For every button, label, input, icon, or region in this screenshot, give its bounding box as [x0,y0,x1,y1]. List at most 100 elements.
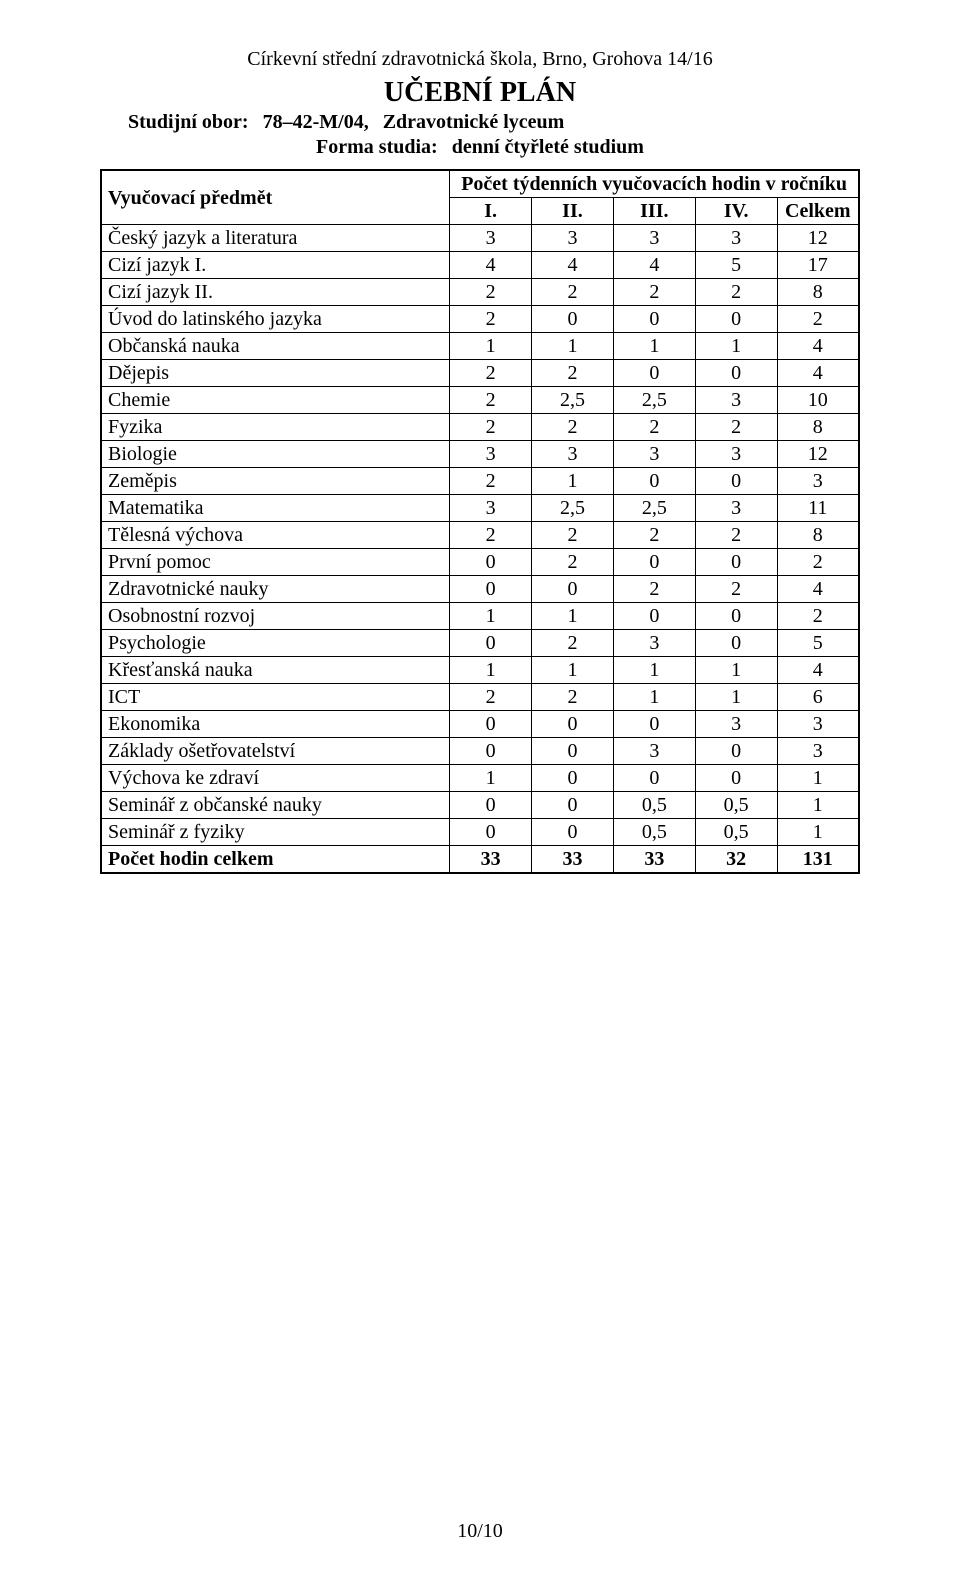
value-cell: 0 [695,630,777,657]
table-row: Seminář z fyziky000,50,51 [101,819,859,846]
total-cell: 131 [777,846,859,874]
table-row: Základy ošetřovatelství00303 [101,738,859,765]
value-cell: 2 [532,414,614,441]
value-cell: 6 [777,684,859,711]
value-cell: 2,5 [613,387,695,414]
value-cell: 1 [777,765,859,792]
value-cell: 3 [532,441,614,468]
table-row: Výchova ke zdraví10001 [101,765,859,792]
value-cell: 11 [777,495,859,522]
value-cell: 0 [613,306,695,333]
value-cell: 8 [777,414,859,441]
column-header-I: I. [450,198,532,225]
value-cell: 2,5 [613,495,695,522]
subject-cell: Zeměpis [101,468,450,495]
table-row: Cizí jazyk II.22228 [101,279,859,306]
value-cell: 0,5 [613,792,695,819]
table-row: Osobnostní rozvoj11002 [101,603,859,630]
value-cell: 0 [695,306,777,333]
value-cell: 4 [613,252,695,279]
spacer [438,136,452,159]
value-cell: 0 [450,819,532,846]
value-cell: 0 [532,711,614,738]
column-header-count: Počet týdenních vyučovacích hodin v ročn… [450,170,859,198]
study-field-code: 78–42-M/04, [263,111,369,134]
value-cell: 0 [695,603,777,630]
value-cell: 3 [450,495,532,522]
value-cell: 3 [695,225,777,252]
value-cell: 3 [450,441,532,468]
value-cell: 1 [532,468,614,495]
value-cell: 2 [450,387,532,414]
value-cell: 0,5 [613,819,695,846]
table-row: Zdravotnické nauky00224 [101,576,859,603]
value-cell: 8 [777,279,859,306]
total-cell: 33 [613,846,695,874]
study-field-line: Studijní obor: 78–42-M/04, Zdravotnické … [100,111,860,134]
column-header-III: III. [613,198,695,225]
value-cell: 2 [450,414,532,441]
subject-cell: Dějepis [101,360,450,387]
study-form-value: denní čtyřleté studium [452,136,644,159]
subject-cell: Psychologie [101,630,450,657]
value-cell: 0 [532,306,614,333]
value-cell: 1 [777,792,859,819]
value-cell: 0 [695,765,777,792]
total-label: Počet hodin celkem [101,846,450,874]
value-cell: 0 [532,819,614,846]
value-cell: 2 [613,279,695,306]
value-cell: 3 [613,441,695,468]
value-cell: 3 [695,441,777,468]
value-cell: 3 [777,738,859,765]
value-cell: 2 [695,414,777,441]
value-cell: 2 [532,684,614,711]
value-cell: 4 [532,252,614,279]
value-cell: 2 [613,576,695,603]
subject-cell: Cizí jazyk I. [101,252,450,279]
table-row: Křesťanská nauka11114 [101,657,859,684]
table-row: Biologie333312 [101,441,859,468]
table-row: Fyzika22228 [101,414,859,441]
subject-cell: Zdravotnické nauky [101,576,450,603]
value-cell: 2 [777,306,859,333]
subject-cell: Ekonomika [101,711,450,738]
page: Církevní střední zdravotnická škola, Brn… [0,0,960,1591]
subject-cell: Osobnostní rozvoj [101,603,450,630]
school-name: Církevní střední zdravotnická škola, Brn… [100,48,860,71]
value-cell: 3 [777,711,859,738]
value-cell: 0 [613,549,695,576]
subject-cell: Seminář z občanské nauky [101,792,450,819]
value-cell: 0 [450,738,532,765]
value-cell: 0 [613,360,695,387]
value-cell: 0 [613,603,695,630]
value-cell: 17 [777,252,859,279]
value-cell: 0 [613,711,695,738]
table-row: Úvod do latinského jazyka20002 [101,306,859,333]
table-body: Český jazyk a literatura333312Cizí jazyk… [101,225,859,846]
value-cell: 0,5 [695,792,777,819]
column-header-II: II. [532,198,614,225]
value-cell: 2,5 [532,495,614,522]
column-header-celkem: Celkem [777,198,859,225]
value-cell: 0,5 [695,819,777,846]
subject-cell: Výchova ke zdraví [101,765,450,792]
value-cell: 3 [450,225,532,252]
table-row: Ekonomika00033 [101,711,859,738]
value-cell: 0 [695,549,777,576]
value-cell: 1 [695,657,777,684]
value-cell: 0 [450,792,532,819]
table-row: Seminář z občanské nauky000,50,51 [101,792,859,819]
subject-cell: Úvod do latinského jazyka [101,306,450,333]
value-cell: 4 [450,252,532,279]
table-row: Cizí jazyk I.444517 [101,252,859,279]
value-cell: 3 [695,495,777,522]
value-cell: 3 [777,468,859,495]
value-cell: 0 [532,738,614,765]
value-cell: 2 [532,630,614,657]
page-number: 10/10 [0,1520,960,1543]
value-cell: 1 [613,684,695,711]
value-cell: 0 [450,711,532,738]
value-cell: 12 [777,225,859,252]
total-cell: 32 [695,846,777,874]
subject-cell: Biologie [101,441,450,468]
